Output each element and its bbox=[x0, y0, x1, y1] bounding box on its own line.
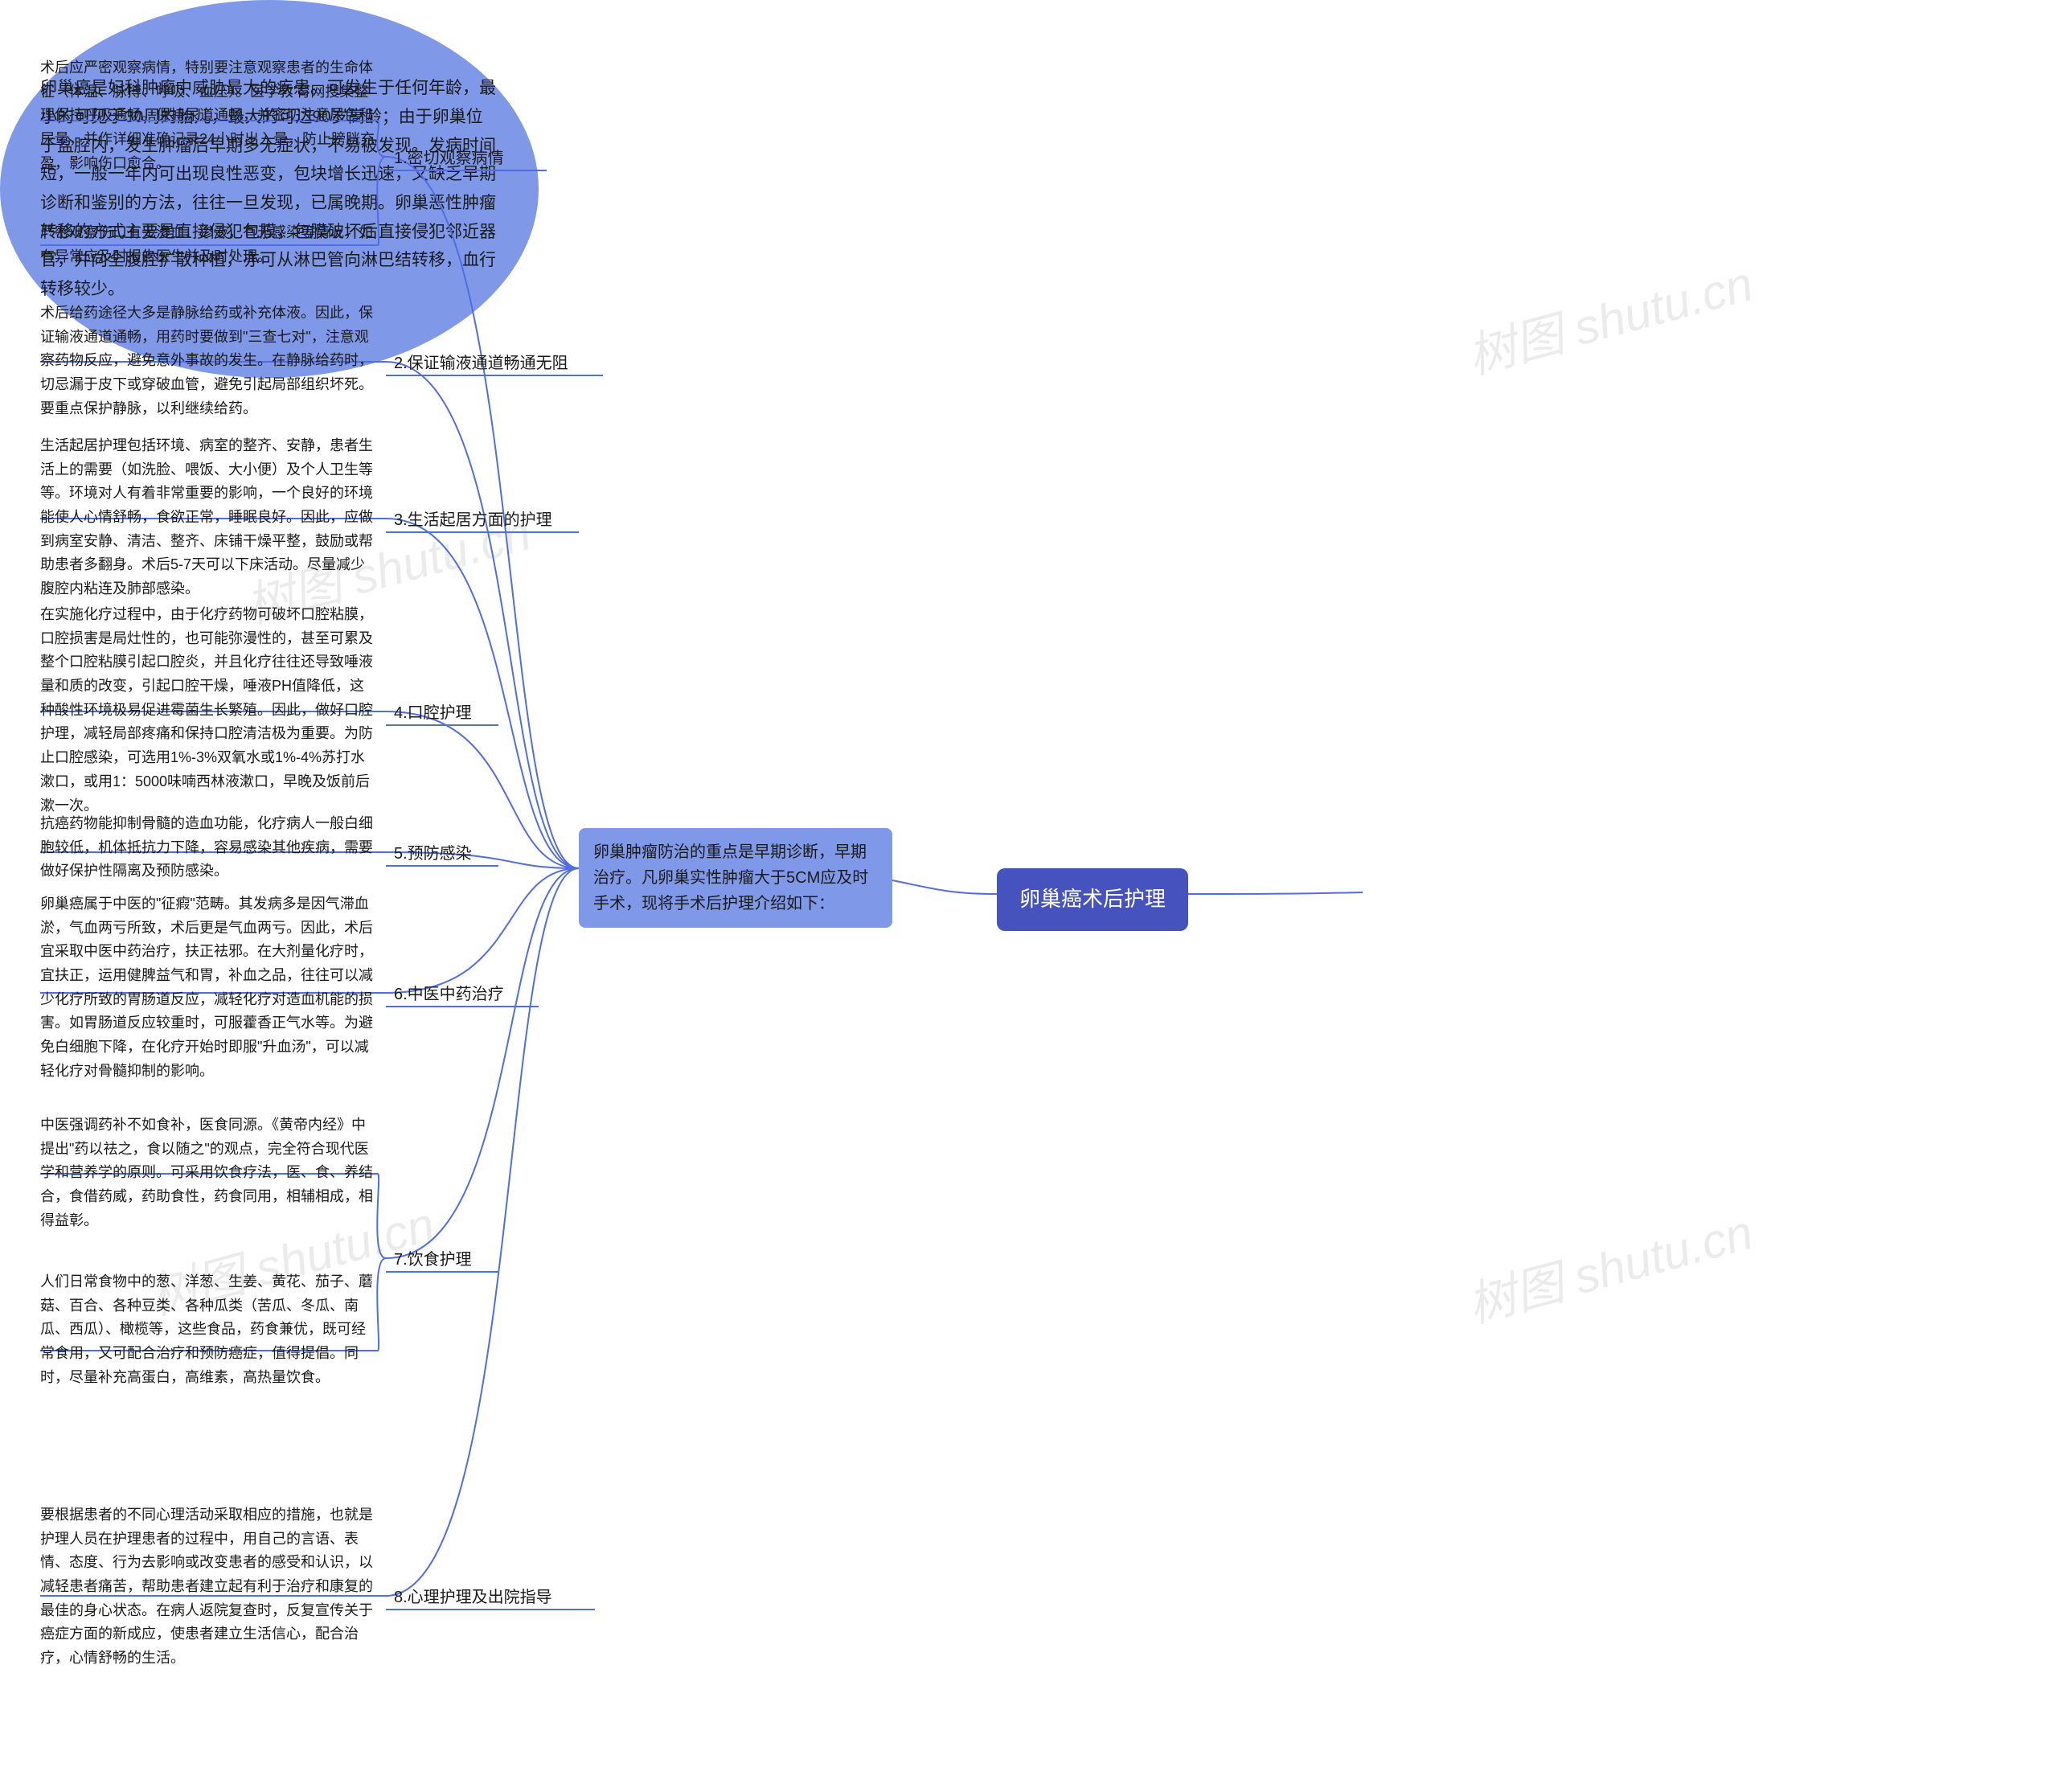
branch-label-1: 1.密切观察病情 bbox=[394, 145, 504, 168]
leaf-4: 在实施化疗过程中，由于化疗药物可破坏口腔粘膜，口腔损害是局灶性的，也可能弥漫性的… bbox=[40, 603, 378, 818]
leaf-5: 抗癌药物能抑制骨髓的造血功能，化疗病人一般白细胞较低，机体抵抗力下降，容易感染其… bbox=[40, 812, 378, 884]
branch-label-6: 6.中医中药治疗 bbox=[394, 981, 504, 1004]
branch-label-7: 7.饮食护理 bbox=[394, 1246, 472, 1269]
branch-label-2: 2.保证输液通道畅通无阻 bbox=[394, 350, 568, 373]
branch-label-4: 4.口腔护理 bbox=[394, 699, 472, 723]
leaf-2: 术后给药途径大多是静脉给药或补充体液。因此，保证输液通道通畅，用药时要做到"三查… bbox=[40, 301, 378, 420]
leaf-8: 要根据患者的不同心理活动采取相应的措施，也就是护理人员在护理患者的过程中，用自己… bbox=[40, 1503, 378, 1671]
leaf-7a: 中医强调药补不如食补，医食同源。《黄帝内经》中提出"药以祛之，食以随之"的观点，… bbox=[40, 1113, 378, 1232]
leaf-7b: 人们日常食物中的葱、洋葱、生姜、黄花、茄子、蘑菇、百合、各种豆类、各种瓜类（苦瓜… bbox=[40, 1270, 378, 1389]
leaf-3: 生活起居护理包括环境、病室的整齐、安静，患者生活上的需要（如洗脸、喂饭、大小便）… bbox=[40, 434, 378, 601]
leaf-1b: 严密观察伤口有无渗血、渗液，有无感染等情况，如有异常应及时报告医生并及时处理。 bbox=[40, 221, 378, 269]
root-node: 卵巢癌术后护理 bbox=[997, 868, 1188, 931]
leaf-6: 卵巢癌属于中医的"征瘕"范畴。其发病多是因气滞血淤，气血两亏所致，术后更是气血两… bbox=[40, 892, 378, 1084]
branch-label-8: 8.心理护理及出院指导 bbox=[394, 1584, 552, 1607]
watermark: 树图 shutu.cn bbox=[1459, 244, 1760, 388]
branch-label-3: 3.生活起居方面的护理 bbox=[394, 506, 552, 530]
leaf-1a: 术后应严密观察病情，特别要注意观察患者的生命体征（体温、脉搏、呼吸、血压）。医学… bbox=[40, 56, 378, 175]
intro-node: 卵巢肿瘤防治的重点是早期诊断，早期治疗。凡卵巢实性肿瘤大于5CM应及时手术，现将… bbox=[579, 828, 892, 928]
branch-label-5: 5.预防感染 bbox=[394, 840, 472, 863]
watermark: 树图 shutu.cn bbox=[1459, 1193, 1760, 1336]
